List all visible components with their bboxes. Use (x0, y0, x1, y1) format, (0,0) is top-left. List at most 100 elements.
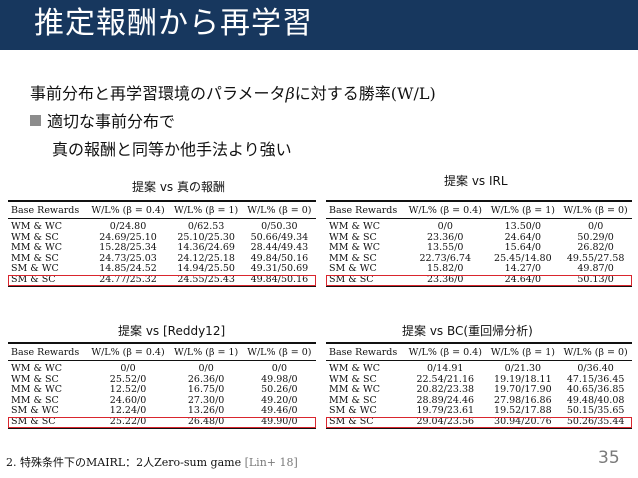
table-cell: 27.30/0 (187, 394, 225, 406)
table-cell: 0/0 (271, 363, 288, 374)
table-cell: 30.94/20.76 (494, 415, 552, 427)
table-cell: 49.46/0 (261, 405, 298, 416)
table-cell: MM & WC (329, 384, 380, 395)
table-cell: SM & SC (11, 273, 56, 285)
table-cell: MM & SC (329, 394, 377, 406)
table-cell: 14.36/24.69 (177, 242, 235, 253)
table-row: MM & SC 24.73/25.03 24.12/25.18 49.84/50.16 (8, 253, 316, 265)
col-header: W/L% (β = 0.4) (408, 346, 482, 358)
table-caption-reddy: 提案 vs [Reddy12] (118, 324, 226, 338)
footer-citation: 2. 特殊条件下のMAIRL：2人Zero-sum game [Lin+ 18] (6, 454, 298, 470)
table-cell: WM & SC (329, 231, 377, 243)
table-cell: 49.48/40.08 (566, 394, 625, 406)
table-cell: 49.87/0 (577, 263, 614, 274)
table-cell: 15.64/0 (504, 242, 542, 253)
col-header: W/L% (β = 0) (247, 204, 312, 216)
table-cell: 0/21.30 (504, 363, 542, 374)
sub-bullet-line: 真の報酬と同等か他手法より強い (52, 140, 292, 159)
table-cell: MM & WC (11, 242, 62, 253)
table-cell: 50.26/35.44 (566, 415, 625, 427)
table-cell: 13.26/0 (187, 405, 225, 416)
table-cell: 50.66/49.34 (250, 231, 309, 243)
col-header: W/L% (β = 0.4) (91, 204, 165, 216)
table-row: WM & WC 0/0 13.50/0 0/0 (326, 219, 632, 233)
table-cell: 24.60/0 (109, 394, 147, 406)
table-row: WM & WC 0/0 0/0 0/0 (8, 361, 316, 375)
table-row: MM & WC 13.55/0 15.64/0 26.82/0 (326, 242, 632, 254)
table-caption-bc: 提案 vs BC(重回帰分析) (402, 324, 533, 338)
table-cell: 0/50.30 (261, 221, 298, 232)
description-text: 事前分布と再学習環境のパラメータ (30, 84, 286, 103)
table-cell: WM & WC (329, 363, 381, 374)
table-cell: 0/62.53 (187, 221, 225, 232)
table-cell: 13.55/0 (427, 242, 464, 253)
table-cell: SM & WC (11, 405, 59, 416)
table-cell: 19.52/17.88 (494, 405, 552, 416)
table-cell: 15.82/0 (427, 263, 464, 274)
table-cell: SM & SC (11, 415, 56, 427)
bullet-text: 適切な事前分布で (47, 112, 176, 131)
table-cell: 49.84/50.16 (250, 273, 309, 285)
table-cell: MM & WC (329, 242, 380, 253)
table-cell: 0/14.91 (427, 363, 464, 374)
table-cell: 26.48/0 (187, 415, 225, 427)
table-row: MM & WC 12.52/0 16.75/0 50.26/0 (8, 384, 316, 396)
table-cell: WM & SC (11, 231, 59, 243)
table-row: WM & WC 0/14.91 0/21.30 0/36.40 (326, 361, 632, 375)
table-cell: 23.36/0 (427, 231, 464, 243)
table-cell: 19.19/18.11 (494, 373, 552, 385)
beta-symbol: β (285, 84, 295, 103)
table-cell: WM & SC (11, 373, 59, 385)
table-cell: 26.36/0 (187, 373, 225, 385)
table-caption-true-reward: 提案 vs 真の報酬 (132, 180, 225, 194)
table-cell: 23.36/0 (427, 273, 464, 285)
table-cell: 50.29/0 (577, 231, 614, 243)
col-header: W/L% (β = 0.4) (408, 204, 482, 216)
table-cell: MM & SC (11, 394, 59, 406)
table-cell: SM & WC (329, 263, 377, 274)
table-cell: 50.13/0 (577, 273, 614, 285)
table-cell: 25.22/0 (109, 415, 147, 427)
highlighted-row: SM & SC 29.04/23.56 30.94/20.76 50.26/35.44 (326, 415, 632, 428)
table-row: SM & WC 14.85/24.52 14.94/25.50 49.31/50.69 (8, 263, 316, 275)
table-cell: 14.85/24.52 (99, 263, 157, 274)
col-header: W/L% (β = 0) (563, 346, 628, 358)
table-row: WM & SC 25.52/0 26.36/0 49.98/0 (8, 373, 316, 386)
table-cell: 22.73/6.74 (419, 252, 472, 264)
highlighted-row: SM & SC 24.77/25.32 24.55/25.43 49.84/50.16 (8, 273, 316, 286)
title-bar: 推定報酬から再学習 (0, 0, 638, 50)
table-cell: SM & WC (329, 405, 377, 416)
reference-link: [Lin+ 18] (244, 456, 298, 469)
table-cell: SM & SC (329, 273, 374, 285)
table-cell: 19.70/17.90 (494, 384, 552, 395)
col-header: W/L% (β = 1) (490, 346, 555, 358)
table-cell: 25.10/25.30 (177, 231, 235, 243)
table-row: MM & SC 22.73/6.74 25.45/14.80 49.55/27.58 (326, 252, 632, 265)
table-row: SM & WC 15.82/0 14.27/0 49.87/0 (326, 263, 632, 275)
table-cell: 47.15/36.45 (566, 373, 625, 385)
table-cell: 28.44/49.43 (250, 242, 309, 253)
col-header: Base Rewards (11, 346, 80, 358)
wl-label: (W/L) (390, 84, 436, 103)
table-row: SM & WC 12.24/0 13.26/0 49.46/0 (8, 405, 316, 417)
table-cell: 24.64/0 (504, 273, 542, 285)
table-cell: 50.26/0 (261, 384, 298, 395)
description-text-2: に対する勝率 (294, 84, 391, 103)
table-cell: 13.50/0 (504, 221, 542, 232)
table-cell: 19.79/23.61 (416, 405, 475, 416)
table-cell: 24.55/25.43 (177, 273, 235, 285)
slide-title: 推定報酬から再学習 (34, 6, 313, 41)
table-cell: WM & SC (329, 373, 377, 385)
table-cell: 14.94/25.50 (177, 263, 235, 274)
table-cell: 29.04/23.56 (416, 415, 475, 427)
table-cell: 0/0 (198, 363, 214, 374)
table-cell: 22.54/21.16 (416, 373, 475, 385)
table-row: WM & SC 24.69/25.10 25.10/25.30 50.66/49.34 (8, 231, 316, 244)
square-bullet-icon (30, 115, 41, 126)
table-cell: SM & SC (329, 415, 374, 427)
table-row: SM & WC 19.79/23.61 19.52/17.88 50.15/35.65 (326, 405, 632, 417)
table-cell: MM & SC (329, 252, 377, 264)
table-cell: 49.31/50.69 (250, 263, 309, 274)
table-cell: 0/36.40 (577, 363, 614, 374)
table-cell: 24.64/0 (504, 231, 542, 243)
